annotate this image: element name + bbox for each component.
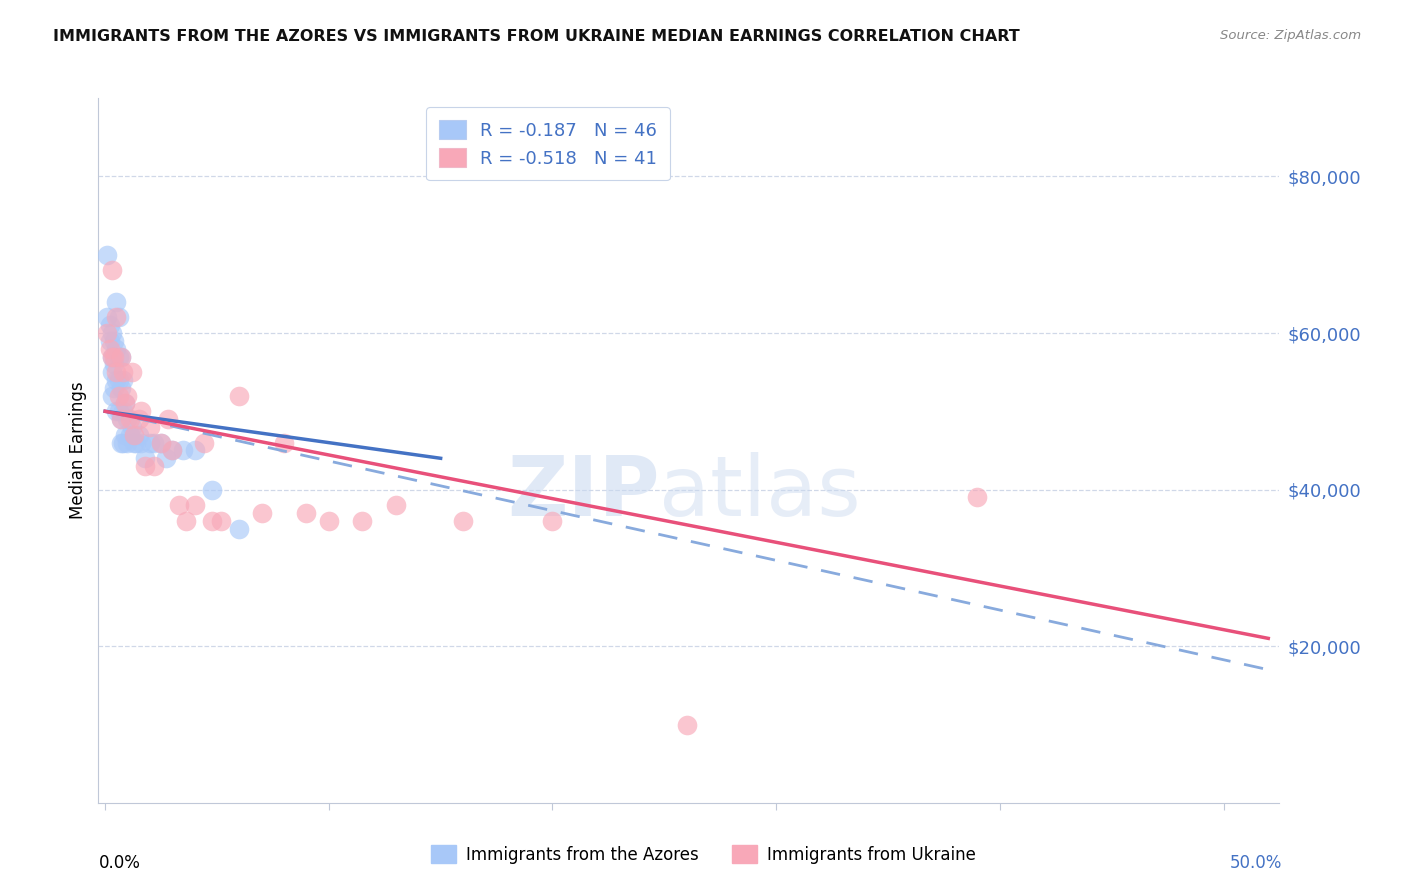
Point: [129, 435, 152, 450]
Point: [451, 514, 474, 528]
Point: [103, 381, 125, 395]
Point: [162, 443, 183, 458]
Point: [143, 435, 166, 450]
Point: [118, 412, 141, 426]
Point: [273, 435, 295, 450]
Point: [167, 498, 190, 512]
Point: [110, 350, 132, 364]
Point: [541, 514, 564, 528]
Text: atlas: atlas: [659, 452, 860, 533]
Point: [107, 404, 129, 418]
Point: [150, 435, 173, 450]
Point: [134, 459, 156, 474]
Point: [103, 350, 125, 364]
Point: [143, 459, 166, 474]
Legend: Immigrants from the Azores, Immigrants from Ukraine: Immigrants from the Azores, Immigrants f…: [423, 838, 983, 871]
Point: [122, 427, 145, 442]
Point: [112, 404, 135, 418]
Y-axis label: Median Earnings: Median Earnings: [69, 382, 87, 519]
Point: [675, 717, 697, 731]
Point: [107, 350, 129, 364]
Point: [183, 443, 205, 458]
Point: [105, 310, 128, 325]
Point: [201, 483, 224, 497]
Point: [101, 350, 124, 364]
Point: [118, 427, 141, 442]
Text: IMMIGRANTS FROM THE AZORES VS IMMIGRANTS FROM UKRAINE MEDIAN EARNINGS CORRELATIO: IMMIGRANTS FROM THE AZORES VS IMMIGRANTS…: [53, 29, 1021, 44]
Point: [125, 435, 148, 450]
Point: [121, 365, 143, 379]
Point: [105, 294, 128, 309]
Text: 50.0%: 50.0%: [1229, 854, 1282, 871]
Point: [96, 310, 118, 325]
Point: [174, 514, 197, 528]
Point: [139, 420, 162, 434]
Point: [114, 427, 136, 442]
Point: [128, 427, 150, 442]
Point: [228, 389, 250, 403]
Point: [150, 435, 173, 450]
Point: [103, 334, 125, 348]
Point: [105, 404, 128, 418]
Point: [98, 318, 121, 333]
Text: ZIP: ZIP: [508, 452, 659, 533]
Point: [193, 435, 215, 450]
Point: [112, 365, 135, 379]
Point: [117, 412, 139, 426]
Point: [98, 334, 121, 348]
Point: [110, 381, 132, 395]
Point: [352, 514, 374, 528]
Point: [110, 412, 132, 426]
Point: [98, 342, 121, 356]
Point: [101, 365, 124, 379]
Point: [139, 435, 162, 450]
Point: [103, 357, 125, 371]
Point: [172, 443, 194, 458]
Point: [105, 365, 128, 379]
Point: [211, 514, 233, 528]
Point: [101, 263, 124, 277]
Point: [128, 412, 150, 426]
Point: [966, 491, 988, 505]
Text: 0.0%: 0.0%: [98, 854, 141, 871]
Point: [105, 373, 128, 387]
Point: [112, 435, 135, 450]
Point: [112, 373, 135, 387]
Point: [250, 506, 273, 520]
Point: [110, 435, 132, 450]
Point: [134, 451, 156, 466]
Point: [295, 506, 318, 520]
Point: [155, 451, 177, 466]
Point: [201, 514, 224, 528]
Point: [385, 498, 408, 512]
Point: [228, 522, 250, 536]
Point: [121, 420, 143, 434]
Point: [101, 389, 124, 403]
Point: [122, 435, 145, 450]
Point: [105, 342, 128, 356]
Point: [107, 389, 129, 403]
Point: [101, 350, 124, 364]
Point: [318, 514, 340, 528]
Point: [117, 389, 139, 403]
Text: Source: ZipAtlas.com: Source: ZipAtlas.com: [1220, 29, 1361, 42]
Point: [183, 498, 205, 512]
Point: [129, 404, 152, 418]
Point: [114, 396, 136, 410]
Point: [107, 373, 129, 387]
Point: [101, 326, 124, 340]
Point: [96, 326, 118, 340]
Point: [107, 310, 129, 325]
Point: [117, 435, 139, 450]
Point: [156, 412, 179, 426]
Point: [162, 443, 183, 458]
Point: [114, 396, 136, 410]
Point: [96, 248, 118, 262]
Point: [110, 412, 132, 426]
Point: [110, 350, 132, 364]
Legend: R = -0.187   N = 46, R = -0.518   N = 41: R = -0.187 N = 46, R = -0.518 N = 41: [426, 107, 671, 180]
